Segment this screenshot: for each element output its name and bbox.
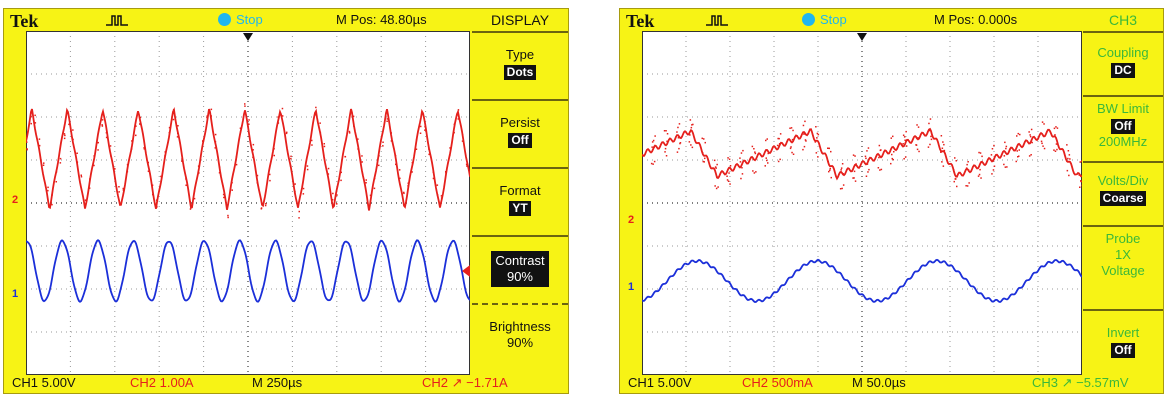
menu-item-label: Format: [499, 183, 541, 198]
ch1-level-marker: 1: [12, 288, 19, 300]
horizontal-position: M Pos: 48.80µs: [336, 12, 427, 27]
menu-item-value: Off: [1111, 119, 1135, 134]
channel-info-bar: CH1 5.00V CH2 500mA M 50.0µs CH3 ↗ −5.57…: [620, 373, 1163, 393]
graticule-frame: [642, 31, 1082, 375]
trigger-position-icon: [857, 33, 867, 41]
menu-item-label: Coupling: [1097, 45, 1149, 60]
menu-item-brightness[interactable]: Brightness 90%: [472, 303, 568, 375]
menu-item-label: Contrast: [495, 253, 545, 268]
menu-item-sub: 1X: [1115, 247, 1131, 262]
menu-item-label: BW Limit: [1097, 101, 1149, 116]
timebase: M 250µs: [252, 375, 303, 390]
menu-item-value: YT: [509, 201, 531, 216]
horizontal-position: M Pos: 0.000s: [934, 12, 1018, 27]
menu-item-value: Off: [1111, 343, 1135, 358]
menu-item-bw-limit[interactable]: BW Limit Off 200MHz: [1083, 95, 1163, 161]
channel-info-bar: CH1 5.00V CH2 1.00A M 250µs CH2 ↗ −1.71A: [4, 373, 568, 393]
status-bar: Tek Stop M Pos: 48.80µs: [4, 9, 568, 31]
menu-item-format[interactable]: Format YT: [472, 167, 568, 235]
menu-item-value: Dots: [503, 65, 537, 80]
ch1-scale: CH1 5.00V: [628, 375, 692, 390]
run-state: Stop: [820, 12, 847, 27]
menu-item-label: Invert: [1106, 325, 1140, 340]
trigger-level: CH3 ↗ −5.57mV: [1032, 375, 1129, 390]
menu-title: DISPLAY: [490, 12, 550, 28]
graticule: [642, 31, 1082, 375]
menu-item-coupling[interactable]: Coupling DC: [1083, 31, 1163, 95]
side-menu: DISPLAY Type Dots Persist Off Format YT …: [472, 9, 568, 373]
menu-item-label: Probe: [1105, 231, 1141, 246]
ch2-current-trace: [26, 107, 470, 211]
menu-item-value: 90%: [506, 335, 534, 350]
menu-item-sub: Voltage: [1101, 263, 1145, 278]
menu-item-label: Volts/Div: [1097, 173, 1149, 188]
menu-item-persist[interactable]: Persist Off: [472, 99, 568, 167]
status-bar: Tek Stop M Pos: 0.000s: [620, 9, 1163, 31]
ch2-level-marker: 2: [628, 214, 635, 226]
timebase: M 50.0µs: [852, 375, 906, 390]
graticule-frame: [26, 31, 470, 375]
menu-item-type[interactable]: Type Dots: [472, 31, 568, 99]
ch1-voltage-trace: [26, 239, 470, 303]
ch1-level-marker: 1: [628, 281, 635, 293]
pulse-trigger-icon: [106, 15, 128, 26]
menu-item-contrast[interactable]: Contrast 90%: [472, 235, 568, 303]
oscilloscope-screen-right: Tek Stop M Pos: 0.000s 2 1 CH3 Coupling …: [619, 8, 1164, 394]
ch2-level-marker: 2: [12, 194, 19, 206]
brand-logo: Tek: [626, 11, 655, 31]
menu-item-value: Off: [508, 133, 532, 148]
ch2-scale: CH2 500mA: [742, 375, 813, 390]
waveform-display: [642, 31, 1082, 375]
run-state-icon: [218, 13, 231, 26]
menu-item-value: Coarse: [1099, 191, 1147, 206]
trigger-level-icon: [462, 265, 470, 277]
oscilloscope-screen-left: Tek Stop M Pos: 48.80µs 2 1 DISPLAY Type…: [3, 8, 569, 394]
menu-item-label: Type: [505, 47, 535, 62]
menu-item-label: Brightness: [489, 319, 551, 334]
menu-item-sub: 200MHz: [1098, 134, 1148, 149]
menu-item-value: DC: [1111, 63, 1135, 78]
ch1-voltage-trace: [642, 258, 1082, 304]
side-menu: CH3 Coupling DC BW Limit Off 200MHz Volt…: [1083, 9, 1163, 373]
trigger-level: CH2 ↗ −1.71A: [422, 375, 508, 390]
menu-item-probe[interactable]: Probe 1X Voltage: [1083, 225, 1163, 309]
run-state: Stop: [236, 12, 263, 27]
menu-item-value: 90%: [506, 269, 533, 284]
ch2-scatter-dots: [642, 118, 1082, 190]
ch2-scatter-dots: [26, 103, 468, 219]
ch2-current-trace: [642, 127, 1082, 181]
menu-title: CH3: [1108, 12, 1137, 28]
waveform-display: [26, 31, 470, 375]
trigger-position-icon: [243, 33, 253, 41]
run-state-icon: [802, 13, 815, 26]
brand-logo: Tek: [10, 11, 39, 31]
menu-item-invert[interactable]: Invert Off: [1083, 309, 1163, 375]
menu-item-volts-div[interactable]: Volts/Div Coarse: [1083, 161, 1163, 225]
ch2-scale: CH2 1.00A: [130, 375, 194, 390]
pulse-trigger-icon: [706, 15, 728, 26]
ch1-scale: CH1 5.00V: [12, 375, 76, 390]
menu-item-label: Persist: [500, 115, 540, 130]
